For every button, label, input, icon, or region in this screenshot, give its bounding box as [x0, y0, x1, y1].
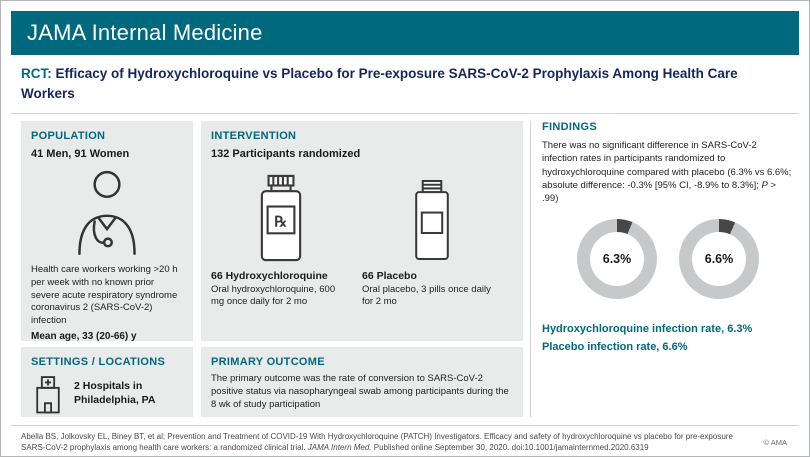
- svg-text:℞: ℞: [274, 215, 287, 231]
- copyright: © AMA: [763, 438, 787, 447]
- placebo-bottle-icon: [362, 170, 501, 262]
- donut-value-label: 6.3%: [602, 252, 632, 267]
- findings-heading: FINDINGS: [542, 121, 597, 133]
- settings-heading: SETTINGS / LOCATIONS: [31, 356, 166, 368]
- donut-chart-hydroxychloroquine: 6.3%: [577, 219, 657, 300]
- randomized-count: 132 Participants randomized: [211, 148, 361, 160]
- donut-value-label: 6.6%: [704, 252, 734, 267]
- rx-bottle-icon: ℞: [211, 170, 350, 262]
- findings-panel: FINDINGS There was no significant differ…: [542, 121, 794, 417]
- intervention-panel: INTERVENTION 132 Participants randomized…: [201, 121, 523, 341]
- arm-placebo: 66 Placebo Oral placebo, 3 pills once da…: [362, 164, 513, 309]
- arm-detail: Oral hydroxychloroquine, 600 mg once dai…: [211, 284, 336, 308]
- population-count: 41 Men, 91 Women: [31, 148, 130, 160]
- conclusion-placebo: Placebo infection rate, 6.6%: [542, 340, 688, 353]
- donut-chart-row: 6.3% 6.6%: [542, 219, 794, 300]
- study-title: RCT: Efficacy of Hydroxychloroquine vs P…: [21, 64, 761, 105]
- arm-title: 66 Placebo: [362, 270, 417, 282]
- citation-post: Published online September 30, 2020. doi…: [371, 443, 649, 453]
- conclusion-hydroxychloroquine: Hydroxychloroquine infection rate, 6.3%: [542, 323, 753, 336]
- journal-header: JAMA Internal Medicine: [11, 11, 799, 55]
- primary-outcome-text: The primary outcome was the rate of conv…: [211, 373, 509, 410]
- citation-journal: JAMA Intern Med.: [307, 443, 372, 453]
- primary-outcome-panel: PRIMARY OUTCOME The primary outcome was …: [201, 347, 523, 417]
- population-heading: POPULATION: [31, 130, 106, 142]
- footer: Abella BS, Jolkovsky EL, Biney BT, et al…: [11, 425, 799, 453]
- study-title-text: Efficacy of Hydroxychloroquine vs Placeb…: [21, 66, 738, 102]
- study-type-tag: RCT:: [21, 66, 52, 81]
- journal-title: JAMA Internal Medicine: [27, 20, 263, 45]
- citation-pre: Abella BS, Jolkovsky EL, Biney BT, et al…: [21, 432, 733, 453]
- doctor-icon: [31, 168, 183, 256]
- findings-conclusions: Hydroxychloroquine infection rate, 6.3% …: [542, 321, 794, 355]
- findings-p: P: [761, 179, 768, 191]
- findings-text: There was no significant difference in S…: [542, 139, 794, 205]
- arm-detail: Oral placebo, 3 pills once daily for 2 m…: [362, 284, 491, 308]
- findings-divider: [530, 121, 531, 417]
- population-description: Health care workers working >20 h per we…: [31, 264, 178, 327]
- hospital-icon: [31, 374, 65, 414]
- findings-text-post: > .99): [542, 179, 777, 205]
- settings-panel: SETTINGS / LOCATIONS 2 Hospitals in Phil…: [21, 347, 193, 417]
- citation: Abella BS, Jolkovsky EL, Biney BT, et al…: [21, 431, 741, 453]
- findings-text-pre: There was no significant difference in S…: [542, 140, 792, 191]
- arm-hydroxychloroquine: ℞ 66 Hydroxychloroquine Oral hydroxychlo…: [211, 164, 362, 309]
- title-divider: [11, 113, 799, 114]
- arm-title: 66 Hydroxychloroquine: [211, 270, 328, 282]
- settings-text: 2 Hospitals in Philadelphia, PA: [74, 380, 156, 406]
- population-panel: POPULATION 41 Men, 91 Women Health care …: [21, 121, 193, 343]
- intervention-heading: INTERVENTION: [211, 130, 297, 142]
- population-mean-age: Mean age, 33 (20-66) y: [31, 331, 137, 343]
- primary-outcome-heading: PRIMARY OUTCOME: [211, 356, 325, 368]
- donut-chart-placebo: 6.6%: [679, 219, 759, 300]
